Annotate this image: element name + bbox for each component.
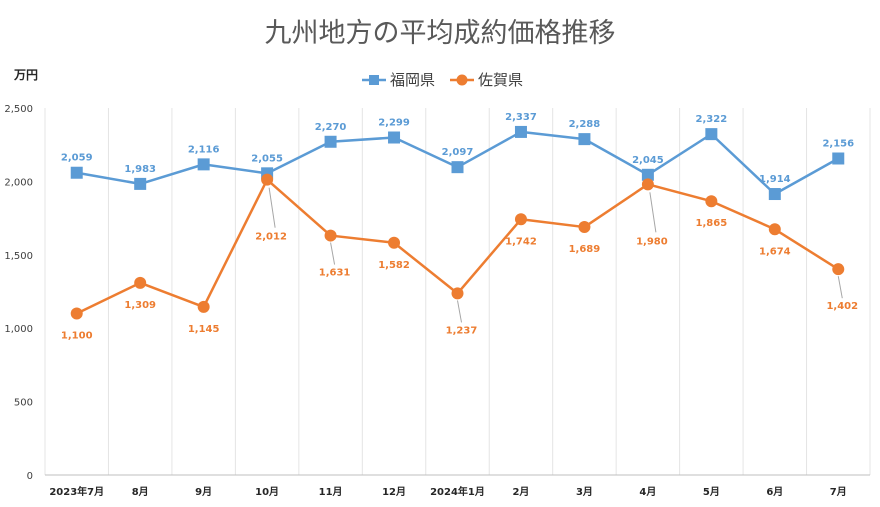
data-point [324, 229, 337, 242]
legend-marker [456, 74, 468, 86]
legend-label: 佐賀県 [478, 71, 523, 89]
data-label: 1,674 [759, 246, 791, 257]
axes: 0 500 1,000 1,500 2,000 2,500 2023年7月 8月 9月 10月 11… [4, 104, 870, 498]
data-label: 1,914 [759, 174, 791, 185]
x-tick-label: 10月 [255, 486, 279, 498]
y-tick-label: 1,500 [4, 251, 33, 262]
x-tick-label: 8月 [132, 486, 149, 498]
data-label: 1,309 [124, 300, 156, 311]
x-tick-label: 3月 [576, 486, 593, 498]
x-tick-label: 4月 [639, 486, 656, 498]
data-label: 2,097 [442, 147, 474, 158]
x-tick-label: 2月 [512, 486, 529, 498]
data-label: 2,055 [251, 153, 283, 164]
x-tick-label: 2024年1月 [430, 485, 485, 498]
data-point [197, 300, 210, 313]
leader-line [837, 276, 843, 299]
legend: 福岡県 佐賀県 [362, 71, 523, 89]
data-point [70, 307, 83, 320]
data-point [832, 152, 845, 165]
y-tick-label: 2,000 [4, 177, 33, 188]
leader-line [268, 187, 276, 228]
data-point [768, 188, 781, 201]
data-label: 1,145 [188, 324, 220, 335]
data-point [641, 178, 654, 191]
y-axis-unit: 万円 [13, 68, 38, 82]
leader-line [330, 242, 336, 265]
data-point [514, 213, 527, 226]
x-tick-label: 6月 [766, 486, 783, 498]
data-label: 1,100 [61, 331, 93, 342]
data-label: 2,012 [255, 232, 287, 243]
data-label: 2,288 [569, 119, 601, 130]
x-tick-label: 2023年7月 [49, 485, 104, 498]
data-label: 2,059 [61, 153, 93, 164]
data-point [641, 168, 654, 181]
leader-line [457, 300, 462, 323]
data-point [197, 158, 210, 171]
data-labels: 2,059 1,983 2,116 2,055 2,270 2,299 2,097 2,337… [61, 112, 858, 342]
x-tick-label: 5月 [703, 486, 720, 498]
y-tick-label: 0 [27, 471, 33, 482]
data-label: 2,270 [315, 122, 347, 133]
chart-title: 九州地方の平均成約価格推移 [265, 18, 616, 49]
data-label: 1,865 [696, 218, 728, 229]
x-tick-label: 11月 [319, 486, 343, 498]
data-label: 1,689 [569, 244, 601, 255]
data-point [514, 125, 527, 138]
data-point [768, 223, 781, 236]
data-label: 2,045 [632, 155, 664, 166]
legend-label: 福岡県 [390, 71, 435, 89]
data-label: 2,156 [822, 138, 854, 149]
data-point [70, 166, 83, 179]
data-label: 1,980 [636, 236, 668, 247]
y-tick-label: 500 [14, 398, 33, 409]
y-tick-label: 2,500 [4, 104, 33, 115]
data-point [451, 287, 464, 300]
data-point [134, 177, 147, 190]
data-point [261, 173, 274, 186]
data-point [578, 133, 591, 146]
data-point [832, 263, 845, 276]
data-point [705, 128, 718, 141]
leader-line [649, 192, 657, 233]
data-label: 1,631 [319, 268, 351, 279]
data-point [388, 131, 401, 144]
data-point [324, 135, 337, 148]
data-point [134, 276, 147, 289]
series-layer [70, 125, 845, 320]
data-label: 2,322 [696, 114, 728, 125]
data-point [578, 221, 591, 234]
x-tick-label: 9月 [195, 486, 212, 498]
data-label: 1,983 [124, 164, 156, 175]
data-label: 2,116 [188, 144, 220, 155]
data-label: 2,299 [378, 118, 410, 129]
legend-marker [369, 75, 379, 85]
data-point [705, 195, 718, 208]
data-label: 1,237 [446, 325, 478, 336]
y-tick-label: 1,000 [4, 324, 33, 335]
x-tick-label: 7月 [830, 486, 847, 498]
data-label: 2,337 [505, 112, 537, 123]
x-tick-label: 12月 [382, 486, 406, 498]
data-label: 1,582 [378, 260, 410, 271]
data-point [451, 161, 464, 174]
data-label: 1,402 [826, 301, 858, 312]
data-point [388, 236, 401, 249]
data-label: 1,742 [505, 236, 537, 247]
